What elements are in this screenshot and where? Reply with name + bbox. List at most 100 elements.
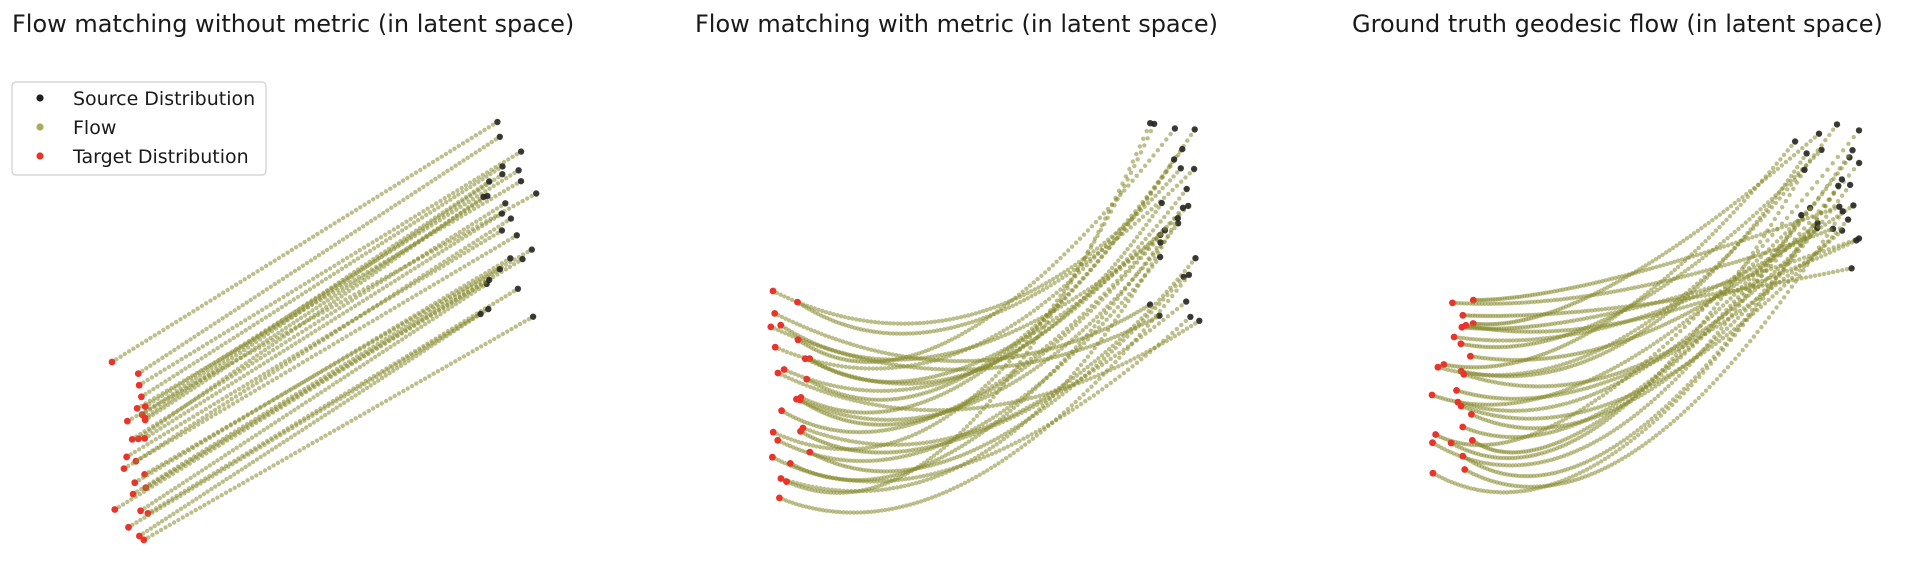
flow-point <box>155 396 160 401</box>
flow-point <box>362 354 367 359</box>
flow-point <box>914 407 920 412</box>
flow-point <box>315 392 320 397</box>
flow-point <box>344 255 350 261</box>
flow-point <box>418 378 423 384</box>
flow-point <box>312 341 317 346</box>
target-point <box>806 448 814 456</box>
flow-point <box>335 296 340 302</box>
flow-point <box>1121 338 1126 343</box>
flow-point <box>1143 236 1148 242</box>
flow-point <box>343 264 349 269</box>
flow-point <box>1145 136 1150 141</box>
flow-point <box>306 279 312 284</box>
flow-point <box>362 411 367 416</box>
flow-point <box>179 357 184 362</box>
flow-point <box>1041 317 1046 322</box>
flow-point <box>1112 353 1118 359</box>
flow-point <box>905 363 910 369</box>
flow-point <box>293 326 298 331</box>
flow-point <box>1031 280 1037 285</box>
flow-point <box>936 357 941 362</box>
flow-point <box>478 273 484 278</box>
flow-point <box>300 329 305 334</box>
flow-point <box>250 361 255 366</box>
flow-point <box>439 154 444 159</box>
flow-point <box>413 189 418 195</box>
flow-point <box>406 233 411 239</box>
flow-point <box>369 218 374 224</box>
flow-point <box>242 440 247 445</box>
flow-point <box>305 301 311 306</box>
flow-point <box>314 411 319 416</box>
flow-point <box>921 320 926 326</box>
flow-point <box>167 469 172 474</box>
source-point <box>498 227 506 234</box>
flow-point <box>275 460 281 466</box>
flow-point <box>1164 168 1169 173</box>
flow-point <box>495 181 501 186</box>
flow-point <box>954 315 960 321</box>
flow-point <box>237 386 242 392</box>
flow-point <box>471 189 476 194</box>
flow-point <box>1152 346 1157 351</box>
flow-point <box>212 384 218 390</box>
flow-point <box>358 205 363 210</box>
flow-point <box>948 325 954 330</box>
flow-point <box>196 418 201 423</box>
flow-point <box>243 318 248 323</box>
flow-point <box>453 269 458 274</box>
flow-point <box>257 386 262 391</box>
flow-point <box>436 213 442 218</box>
flow-point <box>378 344 384 349</box>
flow-point <box>192 473 197 478</box>
flow-point <box>267 465 272 471</box>
flow-point <box>319 390 324 395</box>
flow-point <box>366 408 371 414</box>
flow-point <box>162 476 167 482</box>
flow-point <box>373 216 378 221</box>
flow-point <box>465 138 470 143</box>
flow-point <box>216 430 221 435</box>
flow-point <box>504 176 509 181</box>
flow-point <box>244 393 249 399</box>
flow-point <box>187 424 193 429</box>
flow-point <box>271 310 276 315</box>
flow-point <box>1119 254 1124 259</box>
flow-point <box>180 342 185 347</box>
flow-point <box>395 323 400 328</box>
flow-point <box>333 308 338 314</box>
flow-point <box>326 385 332 390</box>
flow-point <box>383 341 388 346</box>
flow-point <box>1071 383 1076 388</box>
flow-point <box>911 331 916 336</box>
flow-point <box>285 331 291 337</box>
flow-point <box>340 237 346 242</box>
flow-point <box>237 376 243 381</box>
flow-point <box>904 331 909 336</box>
flow-point <box>475 237 480 243</box>
flow-point <box>291 397 296 402</box>
flow-point <box>150 424 156 429</box>
flow-point <box>216 399 221 404</box>
flow-point <box>1145 195 1150 201</box>
flow-point <box>386 367 391 372</box>
flow-point <box>397 200 402 205</box>
flow-point <box>1096 356 1101 361</box>
flow-point <box>337 369 342 374</box>
flow-point <box>319 436 324 441</box>
flow-point <box>204 301 209 306</box>
flow-point <box>1134 173 1139 178</box>
flow-point <box>1001 328 1006 333</box>
flow-point <box>166 364 172 370</box>
flow-point <box>885 404 890 409</box>
flow-point <box>159 519 165 524</box>
flow-point <box>962 401 967 406</box>
flow-point <box>1134 235 1140 240</box>
flow-point <box>454 251 459 256</box>
flow-point <box>331 299 337 304</box>
flow-point <box>207 404 213 409</box>
flow-point <box>400 228 405 233</box>
flow-point <box>1113 262 1118 267</box>
flow-point <box>473 200 478 205</box>
flow-point <box>881 404 886 409</box>
